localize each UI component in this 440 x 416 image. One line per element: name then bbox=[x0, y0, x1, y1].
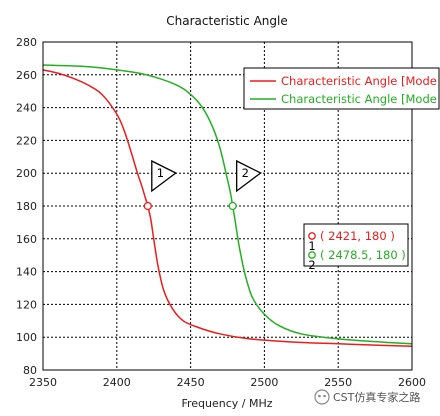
marker-readout: 1 ( 2421, 180 ) 2 ( 2478.5, 180 ) bbox=[303, 223, 409, 272]
y-tick-label: 140 bbox=[16, 266, 37, 279]
chart-title: Characteristic Angle bbox=[166, 14, 287, 28]
watermark: CST仿真专家之路 bbox=[314, 389, 420, 405]
marker-1-flag bbox=[151, 159, 178, 193]
x-tick-label: 2600 bbox=[398, 376, 426, 389]
y-tick-label: 180 bbox=[16, 200, 37, 213]
y-tick-label: 120 bbox=[16, 298, 37, 311]
readout-marker-2-symbol bbox=[308, 251, 316, 259]
y-tick-label: 240 bbox=[16, 102, 37, 115]
legend-label-mode-1: Characteristic Angle [Mode 1] bbox=[281, 74, 440, 88]
readout-box bbox=[303, 223, 409, 267]
watermark-icon-dot bbox=[323, 394, 326, 398]
x-tick-label: 2400 bbox=[103, 376, 131, 389]
readout-marker-1-id: 1 bbox=[308, 239, 315, 253]
series-lines bbox=[42, 64, 413, 347]
plot-frame bbox=[42, 41, 413, 371]
marker-1-flag-label: 1 bbox=[157, 166, 164, 180]
marker-2-flag-label: 2 bbox=[242, 166, 249, 180]
readout-marker-2-id: 2 bbox=[308, 258, 315, 272]
legend-box bbox=[243, 67, 440, 110]
y-tick-label: 260 bbox=[16, 69, 37, 82]
readout-marker-1-value: ( 2421, 180 ) bbox=[320, 229, 395, 243]
readout-marker-1-symbol bbox=[308, 232, 316, 240]
marker-2-point bbox=[228, 201, 237, 211]
y-tick-labels: 80 100 120 140 160 180 200 220 240 260 280 bbox=[16, 36, 37, 377]
x-tick-labels: 2350 2400 2450 2500 2550 2600 bbox=[29, 376, 426, 389]
x-tick-label: 2350 bbox=[29, 376, 57, 389]
y-tick-label: 160 bbox=[16, 233, 37, 246]
y-tick-label: 100 bbox=[16, 331, 37, 344]
x-tick-label: 2450 bbox=[177, 376, 205, 389]
readout-marker-2-value: ( 2478.5, 180 ) bbox=[320, 248, 406, 262]
y-tick-label: 220 bbox=[16, 134, 37, 147]
x-tick-label: 2500 bbox=[250, 376, 278, 389]
watermark-text: CST仿真专家之路 bbox=[333, 390, 420, 404]
watermark-icon-dot bbox=[318, 394, 321, 398]
legend-label-mode-2: Characteristic Angle [Mode 2] bbox=[281, 92, 440, 106]
legend: Characteristic Angle [Mode 1] Characteris… bbox=[243, 67, 440, 110]
series-line-mode-1 bbox=[42, 69, 413, 347]
marker-1-point bbox=[143, 201, 152, 211]
marker-2-flag bbox=[236, 159, 262, 193]
series-line-mode-2 bbox=[42, 64, 413, 345]
x-axis-label: Frequency / MHz bbox=[181, 397, 272, 410]
y-tick-label: 200 bbox=[16, 167, 37, 180]
x-tick-label: 2550 bbox=[324, 376, 352, 389]
y-tick-label: 80 bbox=[23, 364, 37, 377]
y-tick-label: 280 bbox=[16, 36, 37, 49]
grid-lines bbox=[43, 42, 412, 370]
watermark-icon bbox=[314, 389, 330, 405]
